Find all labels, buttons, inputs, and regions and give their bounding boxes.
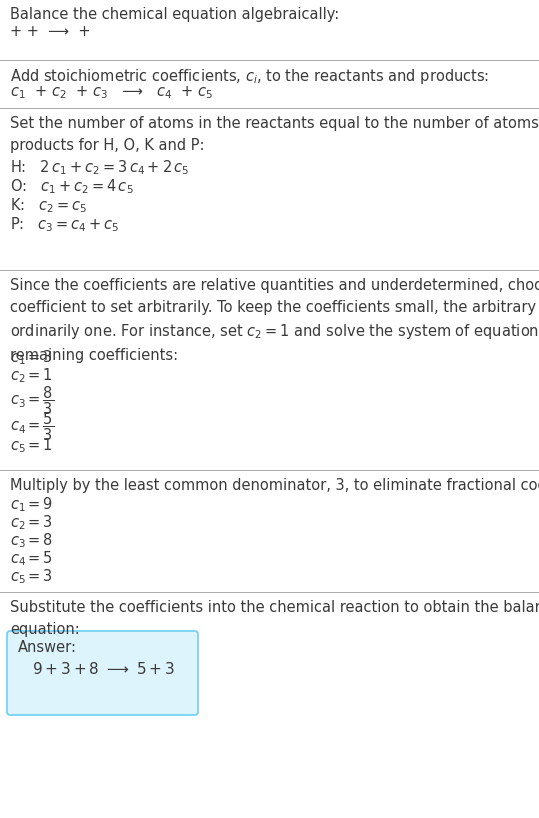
Text: $c_4 = \dfrac{5}{3}$: $c_4 = \dfrac{5}{3}$ <box>10 410 54 443</box>
Text: H:   $2\,c_1 + c_2 = 3\,c_4 + 2\,c_5$: H: $2\,c_1 + c_2 = 3\,c_4 + 2\,c_5$ <box>10 158 189 177</box>
Text: Answer:: Answer: <box>18 640 77 655</box>
Text: $c_1$  + $c_2$  + $c_3$   ⟶   $c_4$  + $c_5$: $c_1$ + $c_2$ + $c_3$ ⟶ $c_4$ + $c_5$ <box>10 84 213 101</box>
Text: $c_5 = 3$: $c_5 = 3$ <box>10 567 53 586</box>
Text: K:   $c_2 = c_5$: K: $c_2 = c_5$ <box>10 196 87 214</box>
Text: + +  ⟶  +: + + ⟶ + <box>10 24 91 39</box>
Text: Since the coefficients are relative quantities and underdetermined, choose a
coe: Since the coefficients are relative quan… <box>10 278 539 363</box>
Text: $c_5 = 1$: $c_5 = 1$ <box>10 436 53 455</box>
Text: Substitute the coefficients into the chemical reaction to obtain the balanced
eq: Substitute the coefficients into the che… <box>10 600 539 636</box>
Text: $9 + 3 + 8 \ \longrightarrow\ 5 + 3$: $9 + 3 + 8 \ \longrightarrow\ 5 + 3$ <box>32 661 175 677</box>
Text: $c_1 = 3$: $c_1 = 3$ <box>10 348 53 366</box>
Text: $c_3 = 8$: $c_3 = 8$ <box>10 531 53 550</box>
Text: $c_4 = 5$: $c_4 = 5$ <box>10 549 53 568</box>
Text: Set the number of atoms in the reactants equal to the number of atoms in the
pro: Set the number of atoms in the reactants… <box>10 116 539 153</box>
Text: $c_2 = 1$: $c_2 = 1$ <box>10 366 53 384</box>
Text: O:   $c_1 + c_2 = 4\,c_5$: O: $c_1 + c_2 = 4\,c_5$ <box>10 177 134 196</box>
Text: P:   $c_3 = c_4 + c_5$: P: $c_3 = c_4 + c_5$ <box>10 215 119 234</box>
Text: $c_2 = 3$: $c_2 = 3$ <box>10 513 53 532</box>
Text: $c_1 = 9$: $c_1 = 9$ <box>10 495 53 514</box>
Text: Multiply by the least common denominator, 3, to eliminate fractional coefficient: Multiply by the least common denominator… <box>10 478 539 493</box>
Text: Balance the chemical equation algebraically:: Balance the chemical equation algebraica… <box>10 7 339 22</box>
FancyBboxPatch shape <box>7 631 198 715</box>
Text: Add stoichiometric coefficients, $c_i$, to the reactants and products:: Add stoichiometric coefficients, $c_i$, … <box>10 67 489 86</box>
Text: $c_3 = \dfrac{8}{3}$: $c_3 = \dfrac{8}{3}$ <box>10 384 54 416</box>
